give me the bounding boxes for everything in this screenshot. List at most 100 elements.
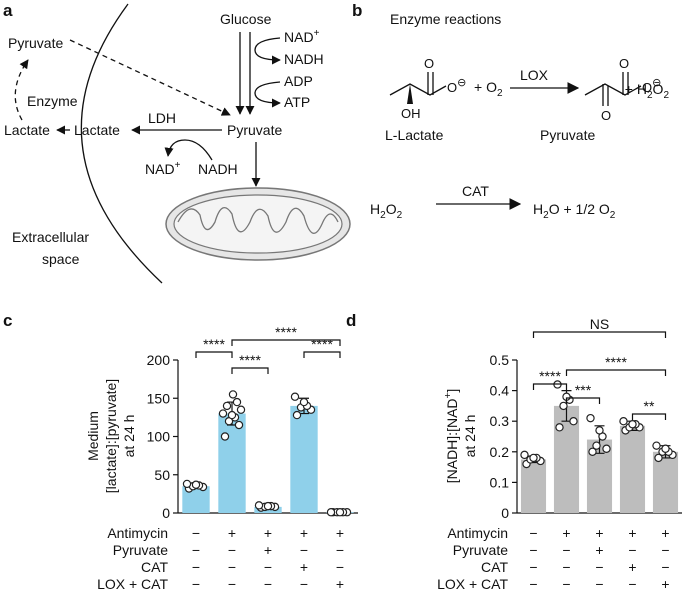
atom: OH	[401, 106, 421, 121]
y-tick-label: 150	[147, 390, 171, 406]
superscript: ⊖	[457, 77, 466, 89]
condition-sign: −	[228, 559, 236, 575]
mito-inner	[173, 194, 343, 254]
data-point	[254, 501, 264, 510]
significance-bracket	[532, 383, 568, 390]
condition-sign: +	[336, 525, 344, 541]
data-point	[228, 390, 238, 399]
condition-name: Pyruvate	[453, 542, 508, 558]
condition-sign: −	[192, 525, 200, 541]
pyruvate-structure: O O⊖ O	[584, 56, 661, 123]
superscript: +	[443, 392, 454, 398]
condition-name: LOX + CAT	[97, 576, 168, 592]
condition-sign: +	[661, 576, 669, 592]
condition-sign: −	[192, 542, 200, 558]
adp: ADP	[284, 73, 313, 89]
condition-sign: −	[595, 559, 603, 575]
condition-sign: −	[562, 542, 570, 558]
data-point	[191, 480, 201, 489]
significance-label: NS	[590, 316, 609, 332]
atom: O⊖	[642, 77, 661, 95]
data-point	[555, 423, 564, 432]
condition-sign: −	[595, 576, 603, 592]
text-part: + O	[474, 79, 497, 95]
condition-sign: +	[300, 559, 308, 575]
atom: O	[619, 56, 629, 71]
y-axis-label: [NADH]:[NAD+]	[443, 389, 460, 484]
y-tick-label: 0.4	[490, 383, 510, 399]
condition-name: CAT	[481, 559, 508, 575]
condition-sign: +	[628, 525, 636, 541]
data-point	[182, 479, 192, 489]
y-tick-label: 0.1	[490, 474, 510, 490]
subscript: 2	[497, 88, 503, 99]
text-part: O	[447, 80, 457, 95]
condition-sign: −	[628, 542, 636, 558]
superscript: +	[314, 28, 320, 39]
enzyme-label: Enzyme	[27, 93, 78, 109]
significance-bracket	[565, 397, 601, 404]
text-part: + H	[625, 81, 647, 97]
data-point	[234, 420, 244, 430]
o2: + O2	[474, 79, 503, 99]
data-point	[263, 501, 273, 511]
ldh: LDH	[148, 110, 176, 126]
condition-sign: +	[264, 525, 272, 541]
condition-sign: −	[336, 542, 344, 558]
extracellular: space	[42, 251, 80, 267]
significance-label: ****	[203, 336, 225, 352]
data-point	[654, 453, 663, 463]
condition-sign: −	[529, 542, 537, 558]
pyruvate-uptake-arrow	[69, 39, 231, 116]
subscript: 2	[543, 210, 549, 221]
condition-name: CAT	[141, 559, 168, 575]
significance-bracket	[631, 413, 667, 420]
bond	[389, 83, 447, 96]
subscript: 2	[647, 90, 653, 101]
pyruvate-name: Pyruvate	[540, 127, 595, 143]
text-part: O + 1/2 O	[549, 201, 610, 217]
condition-name: Antimycin	[447, 525, 508, 541]
text-part: NAD	[145, 161, 175, 177]
lactate-name: L-Lactate	[385, 127, 444, 143]
data-point	[602, 444, 611, 453]
subscript: 2	[397, 210, 403, 221]
condition-sign: −	[228, 576, 236, 592]
data-point	[222, 401, 232, 411]
panel-label: c	[3, 311, 12, 330]
condition-sign: −	[264, 559, 272, 575]
y-tick-label: 0.5	[490, 352, 510, 368]
double-bond	[427, 72, 434, 95]
atp-arrow	[254, 81, 281, 108]
condition-sign: −	[661, 559, 669, 575]
condition-sign: −	[529, 559, 537, 575]
lox: LOX	[520, 67, 549, 83]
data-point	[619, 417, 628, 426]
enzyme-arrow	[14, 59, 29, 121]
subscript: 2	[663, 90, 669, 101]
text-part: O	[653, 81, 664, 97]
condition-sign: −	[529, 576, 537, 592]
double-bond	[602, 84, 609, 106]
y-tick-label: 0	[501, 505, 509, 521]
data-point	[559, 401, 568, 411]
data-point	[588, 447, 597, 456]
data-point	[218, 409, 228, 418]
condition-sign: +	[628, 559, 636, 575]
condition-sign: −	[300, 542, 308, 558]
condition-sign: −	[628, 576, 636, 592]
data-point	[232, 397, 242, 407]
panel-label: a	[3, 1, 13, 20]
y-axis-label: at 24 h	[121, 415, 137, 458]
text-part: O	[642, 80, 652, 95]
significance-label: ***	[575, 382, 592, 398]
products: H2O + 1/2 O2	[533, 201, 616, 221]
data-point	[661, 444, 670, 453]
condition-sign: −	[300, 576, 308, 592]
superscript: ⊖	[652, 77, 661, 89]
y-tick-label: 0	[162, 505, 170, 521]
significance-bracket	[231, 339, 341, 346]
condition-sign: −	[661, 542, 669, 558]
atom: O	[424, 56, 434, 71]
